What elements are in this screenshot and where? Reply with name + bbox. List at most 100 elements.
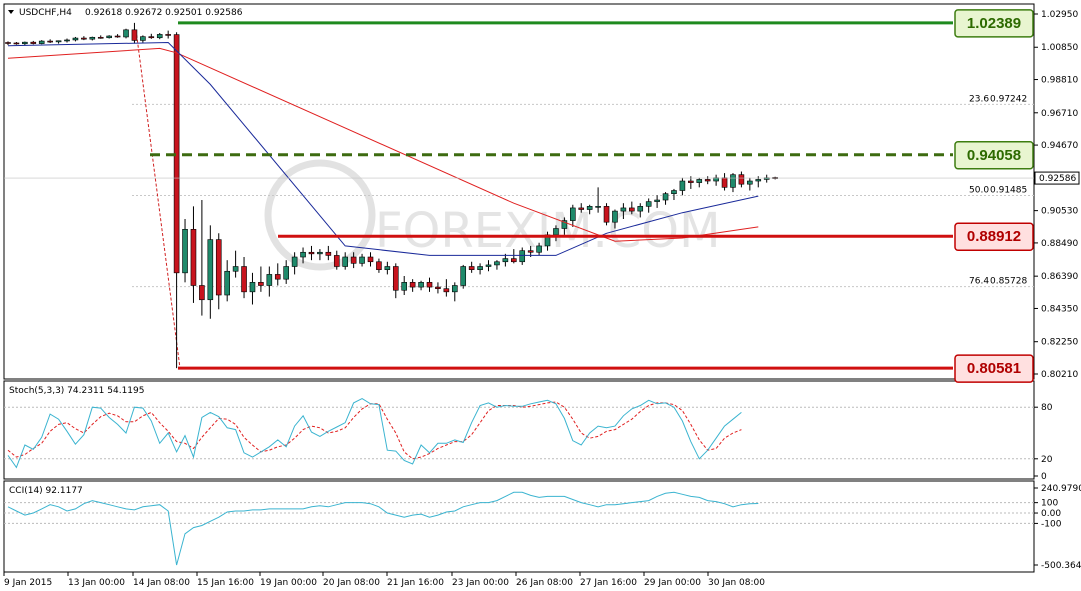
candle-body	[679, 180, 686, 191]
level-label-box	[954, 141, 1034, 170]
fibonacci-levels: 23.6 0.97242 50.0 0.91485 76.4 0.85728	[132, 29, 1034, 369]
candle-body	[308, 251, 315, 255]
candle-body	[199, 285, 205, 301]
level-label-text: 0.88912	[967, 228, 1021, 245]
cci-tick-label: -500.3641	[1041, 561, 1081, 571]
time-tick-label: 9 Jan 2015	[4, 578, 52, 588]
candle-body	[207, 239, 214, 301]
candle-body	[89, 36, 96, 40]
candle-body	[30, 41, 37, 44]
candle-body	[435, 286, 441, 289]
time-tick-label: 13 Jan 00:00	[68, 578, 125, 588]
candle-body	[342, 256, 349, 267]
price-tick-label: 1.02950	[1041, 10, 1078, 20]
main-panel-frame	[3, 3, 1035, 380]
candle-body	[536, 245, 542, 253]
price-tick-label: 0.80210	[1041, 370, 1078, 380]
candle-body	[266, 274, 273, 286]
candle-body	[603, 206, 610, 223]
price-tick-label: 0.84350	[1041, 304, 1078, 314]
level-label-text: 1.02389	[967, 15, 1021, 32]
stoch-tick-label: 80	[1041, 403, 1053, 413]
candle-body	[38, 40, 45, 44]
price-tick-label: 0.96710	[1041, 109, 1078, 119]
candle-body	[376, 261, 382, 270]
candle-body	[502, 258, 509, 263]
candle-body	[637, 206, 644, 212]
candle-body	[451, 285, 458, 293]
candle-body	[578, 207, 585, 210]
dropdown-triangle-icon[interactable]	[8, 10, 14, 14]
level-label-box	[954, 354, 1034, 383]
candle-body	[215, 239, 222, 296]
candle-body	[485, 264, 492, 267]
candle-body	[401, 282, 408, 291]
level-label-box	[954, 9, 1034, 38]
candle-body	[55, 40, 62, 43]
price-tick-label: 0.94670	[1041, 141, 1078, 151]
candle-body	[241, 266, 247, 293]
candle-body	[595, 206, 601, 208]
cci-line	[7, 491, 759, 566]
candle-body	[612, 210, 618, 223]
cci-tick-label: -100	[1041, 519, 1062, 529]
candle-body	[274, 274, 281, 280]
symbol-header: USDCHF,H4	[19, 8, 72, 18]
watermark-ring	[264, 159, 376, 271]
level-label-box	[954, 222, 1034, 251]
time-tick-label: 26 Jan 08:00	[516, 578, 573, 588]
fib-connector-line	[135, 29, 181, 369]
candle-body	[106, 35, 112, 39]
stoch-tick-label: 0	[1041, 472, 1047, 482]
candle-body	[527, 250, 534, 253]
candle-body	[696, 179, 703, 183]
stochastic-panel-frame	[3, 380, 1035, 480]
cci-panel-frame	[3, 480, 1035, 573]
candle-body	[392, 266, 399, 291]
stoch-tick-label: 20	[1041, 455, 1053, 465]
candle-body	[721, 177, 728, 188]
candle-body	[190, 229, 197, 286]
cci-tick-label: 100	[1041, 499, 1058, 509]
candle-body	[283, 266, 289, 280]
candle-body	[97, 36, 104, 39]
time-tick-label: 21 Jan 16:00	[387, 578, 444, 588]
candle-body	[224, 270, 230, 296]
candle-body	[519, 250, 526, 263]
time-tick-label: 23 Jan 00:00	[452, 578, 509, 588]
candle-body	[704, 179, 711, 182]
moving-averages	[7, 41, 759, 256]
candle-body	[359, 256, 365, 264]
price-levels: 1.02389 0.94058 0.88912 0.80581	[150, 9, 1034, 383]
candle-body	[747, 180, 753, 185]
candlesticks	[5, 22, 778, 369]
candle-body	[426, 282, 433, 288]
candle-body	[494, 261, 500, 266]
candle-body	[510, 258, 517, 263]
candle-body	[477, 266, 483, 270]
time-tick-label: 30 Jan 08:00	[708, 578, 765, 588]
candle-body	[738, 174, 745, 185]
candle-body	[662, 193, 669, 201]
candle-body	[586, 206, 593, 210]
time-tick-label: 19 Jan 00:00	[260, 578, 317, 588]
price-tick-label: 0.82250	[1041, 338, 1078, 348]
candle-body	[730, 174, 736, 188]
candle-body	[81, 37, 87, 40]
time-tick-label: 29 Jan 00:00	[644, 578, 701, 588]
candle-body	[317, 251, 323, 255]
price-tick-label: 1.00850	[1041, 43, 1078, 53]
time-tick-label: 20 Jan 08:00	[323, 578, 380, 588]
candle-body	[570, 207, 576, 221]
candle-body	[72, 37, 79, 41]
price-tick-label: 0.88490	[1041, 239, 1078, 249]
candle-body	[156, 34, 163, 39]
candle-body	[165, 34, 171, 36]
price-tick-label: 0.98810	[1041, 76, 1078, 86]
candle-body	[325, 251, 332, 256]
cci-label: CCI(14) 92.1177	[9, 486, 83, 496]
candle-body	[645, 201, 652, 207]
price-axis: 1.02950 1.00850 0.98810 0.96710 0.94670 0.905…	[4, 10, 1080, 380]
